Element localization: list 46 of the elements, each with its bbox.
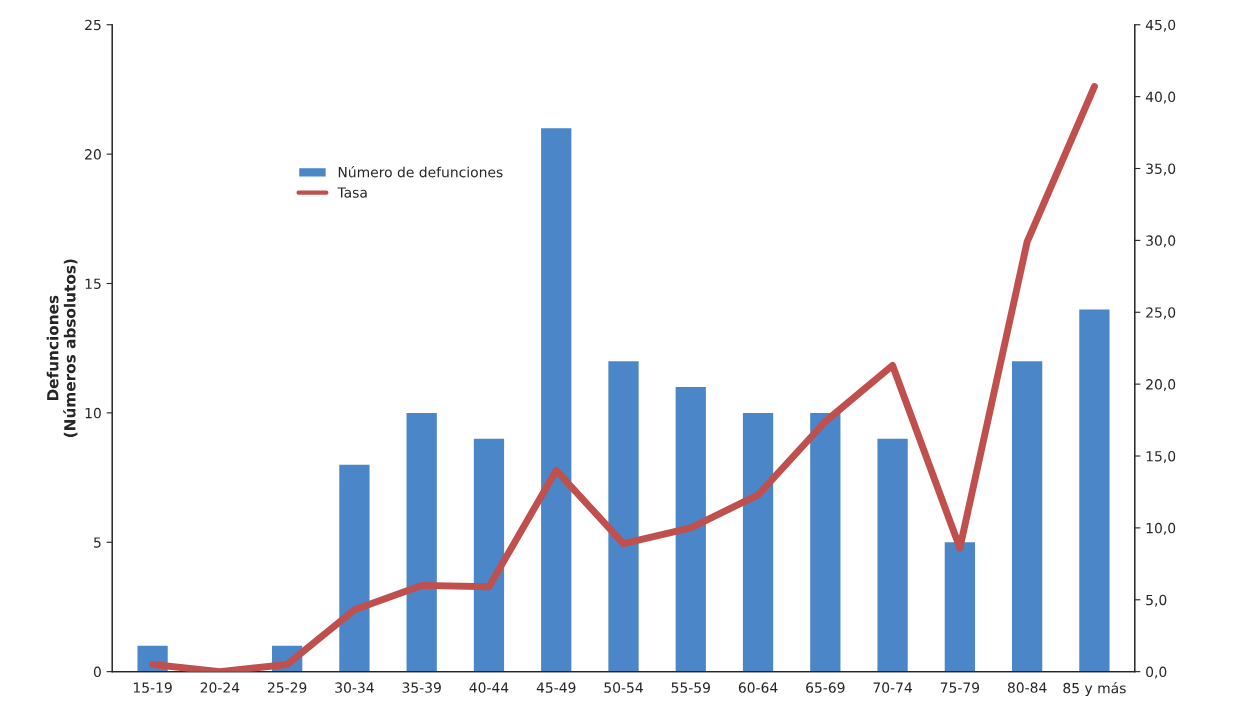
- x-tick-label: 35-39: [402, 682, 441, 693]
- bar: [877, 438, 908, 672]
- y2-tick-label: 20,0: [1146, 379, 1176, 392]
- x-tick-label: 45-49: [536, 682, 576, 693]
- bar: [541, 128, 572, 672]
- y2-tick-label: 30,0: [1146, 235, 1176, 248]
- x-tick-label: 15-19: [133, 682, 172, 693]
- y-tick-label: 20: [85, 149, 101, 160]
- y-tick-label: 15: [85, 278, 101, 289]
- x-tick-label: 55-59: [671, 682, 710, 693]
- x-tick-label: 60-64: [738, 682, 778, 693]
- y2-tick-label: 5,0: [1146, 594, 1167, 607]
- legend-label: Tasa: [337, 187, 367, 198]
- bar: [608, 361, 639, 672]
- y2-tick-label: 0,0: [1146, 666, 1167, 679]
- bar: [944, 542, 975, 672]
- y2-tick-label: 15,0: [1146, 450, 1176, 463]
- y2-tick-label: 40,0: [1145, 91, 1176, 104]
- x-tick-label: 20-24: [200, 682, 240, 693]
- x-tick-label: 30-34: [335, 682, 374, 693]
- x-tick-label: 85 y más: [1063, 682, 1126, 697]
- y2-tick-label: 35,0: [1146, 163, 1176, 176]
- x-tick-label: 25-29: [267, 682, 307, 693]
- bar: [473, 438, 505, 672]
- y2-tick-label: 25,0: [1146, 307, 1176, 320]
- legend-label: Número de defunciones: [338, 166, 503, 178]
- bar: [406, 412, 437, 672]
- x-tick-label: 40-44: [469, 682, 509, 693]
- y2-tick-label: 45,0: [1145, 19, 1176, 32]
- x-tick-label: 80-84: [1007, 682, 1047, 693]
- x-tick-label: 65-69: [806, 682, 845, 693]
- x-tick-label: 75-79: [940, 682, 980, 693]
- bar: [1012, 361, 1043, 672]
- y-axis-title: Defunciones (Números absolutos): [46, 259, 78, 437]
- y-tick-label: 0: [93, 666, 101, 678]
- y-tick-label: 10: [85, 407, 101, 419]
- x-tick-label: 50-54: [604, 682, 643, 693]
- y-tick-label: 5: [94, 537, 101, 548]
- bar: [742, 412, 774, 672]
- bar: [675, 387, 706, 672]
- bar: [1079, 309, 1110, 672]
- y-tick-label: 25: [85, 19, 101, 31]
- y2-tick-label: 10,0: [1146, 522, 1176, 535]
- bar: [810, 412, 841, 672]
- bar: [339, 464, 370, 672]
- x-tick-label: 70-74: [873, 682, 912, 693]
